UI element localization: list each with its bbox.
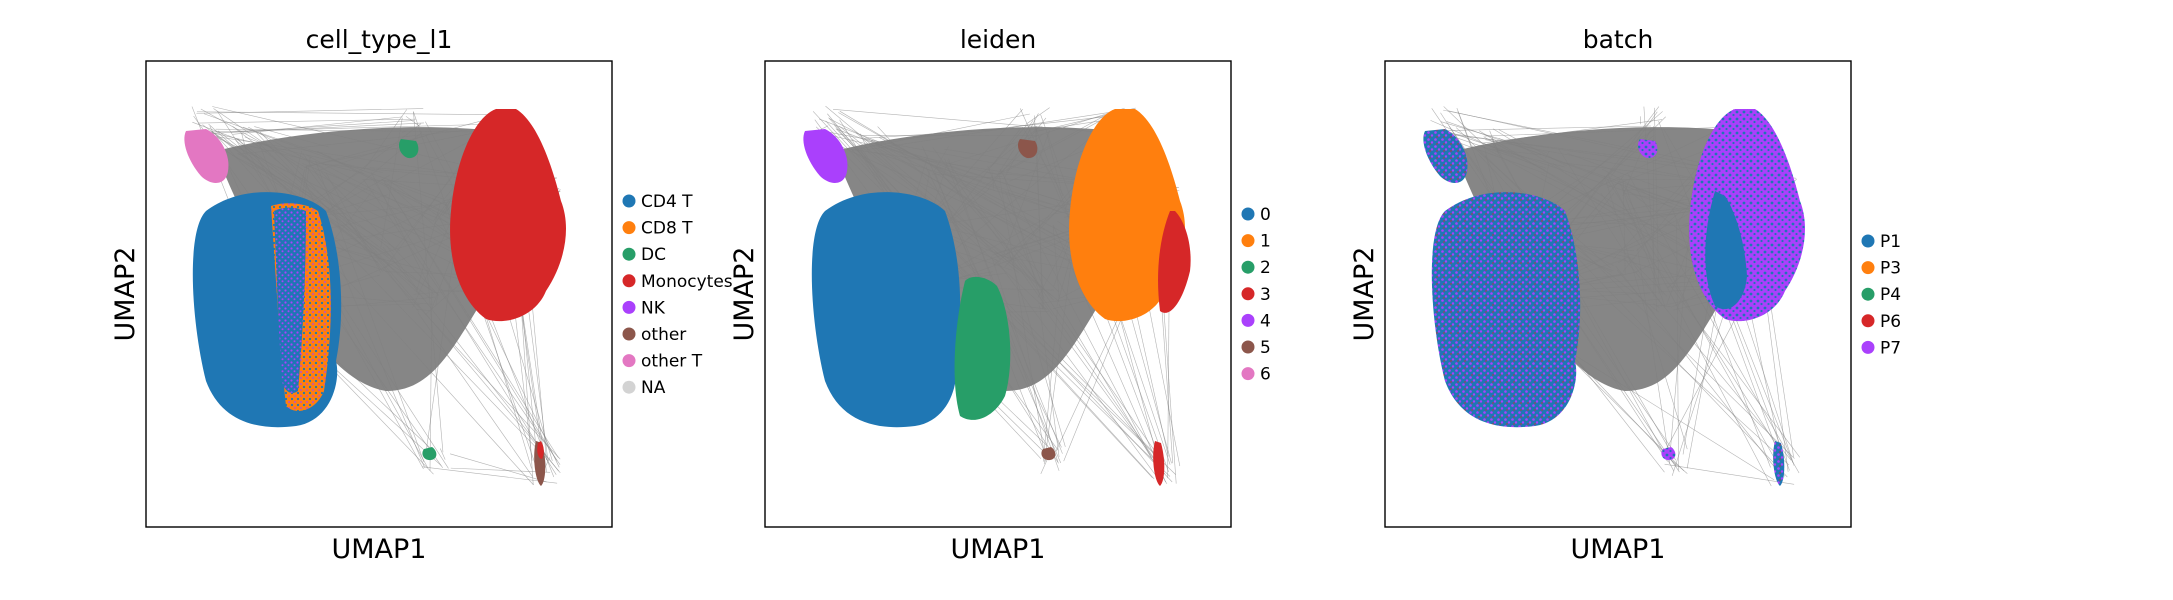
panel-1-frame (145, 60, 613, 528)
panel-1-legend-label: Monocytes (641, 272, 733, 292)
panel-3-legend-marker (1861, 234, 1875, 248)
panel-1-xlabel: UMAP1 (332, 534, 427, 565)
panel-3-xlabel: UMAP1 (1571, 534, 1666, 565)
cluster-batch-main (1431, 192, 1581, 428)
cluster-batch-topleft (1423, 129, 1468, 183)
panel-1-legend-marker (622, 327, 636, 341)
panel-2-legend-marker (1241, 260, 1255, 274)
panel-1-legend-marker (622, 247, 636, 261)
panel-3-ylabel: UMAP2 (1349, 247, 1380, 342)
panel-2-legend-marker (1241, 367, 1255, 381)
panel-2-legend-label: 6 (1260, 365, 1271, 385)
cluster-dc (398, 139, 419, 159)
panel-1-legend-label: DC (641, 245, 666, 265)
panel-1-legend-marker (622, 354, 636, 368)
panel-2-legend-marker (1241, 313, 1255, 327)
panel-2-title: leiden (960, 25, 1036, 54)
panel-1-legend-label: other (641, 325, 686, 345)
cluster-0 (811, 192, 961, 428)
panel-3-legend-marker (1861, 287, 1875, 301)
panel-1-legend-label: NA (641, 378, 666, 398)
cluster-batch-bottom (1661, 447, 1676, 461)
cluster-3-small (1153, 441, 1165, 486)
panel-1-title: cell_type_l1 (306, 25, 453, 54)
panel-3-legend-label: P6 (1880, 312, 1901, 332)
panel-1-legend-marker (622, 194, 636, 208)
panel-1-legend-marker (622, 300, 636, 314)
cluster-monocytes-small (537, 441, 544, 459)
panel-2-legend-label: 5 (1260, 338, 1271, 358)
panel-1-legend-label: CD8 T (641, 219, 693, 239)
panel-2-legend-label: 3 (1260, 285, 1271, 305)
panel-3-legend-marker (1861, 261, 1875, 275)
panel-3-title: batch (1583, 25, 1654, 54)
panel-3-legend-label: P1 (1880, 232, 1901, 252)
cluster-batch-bottom-right (1773, 441, 1785, 486)
panel-2-legend-marker (1241, 340, 1255, 354)
cluster-5 (1017, 139, 1038, 159)
panel-2-legend-label: 2 (1260, 258, 1271, 278)
panel-3-legend-marker (1861, 340, 1875, 354)
panel-2-legend-marker (1241, 234, 1255, 248)
panel-1-legend-marker (622, 380, 636, 394)
cluster-other-t (184, 129, 229, 183)
panel-1-legend-marker (622, 221, 636, 235)
panel-1-legend-marker (622, 274, 636, 288)
panel-3-frame (1384, 60, 1852, 528)
cluster-3 (1158, 211, 1191, 313)
cluster-4 (803, 129, 848, 183)
cluster-nk (274, 207, 306, 393)
panel-1-ylabel: UMAP2 (110, 247, 141, 342)
edge-bundle (1430, 106, 1801, 487)
panel-2-legend-marker (1241, 287, 1255, 301)
panel-2-legend-label: 4 (1260, 311, 1271, 331)
panel-1-legend-label: CD4 T (641, 192, 693, 212)
panel-1-legend-label: other T (641, 352, 703, 372)
cluster-monocytes (450, 109, 566, 322)
panel-2-legend-marker (1241, 207, 1255, 221)
panel-3-legend-marker (1861, 314, 1875, 328)
cluster-1 (1069, 109, 1185, 322)
cluster-5-small (1041, 447, 1056, 461)
panel-1-legend-label: NK (641, 298, 666, 318)
panel-2-frame (764, 60, 1232, 528)
panel-2-xlabel: UMAP1 (951, 534, 1046, 565)
cluster-2 (954, 276, 1011, 420)
cluster-batch-right-p1 (1705, 191, 1747, 310)
panel-2-ylabel: UMAP2 (729, 247, 760, 342)
panel-3-legend-label: P3 (1880, 259, 1901, 279)
panel-2-legend-label: 0 (1260, 205, 1271, 225)
panel-2-legend-label: 1 (1260, 232, 1271, 252)
cluster-dc-small (422, 447, 437, 461)
panel-3-legend-label: P4 (1880, 285, 1901, 305)
cluster-batch-topmid (1637, 139, 1658, 159)
panel-3-legend-label: P7 (1880, 338, 1901, 358)
